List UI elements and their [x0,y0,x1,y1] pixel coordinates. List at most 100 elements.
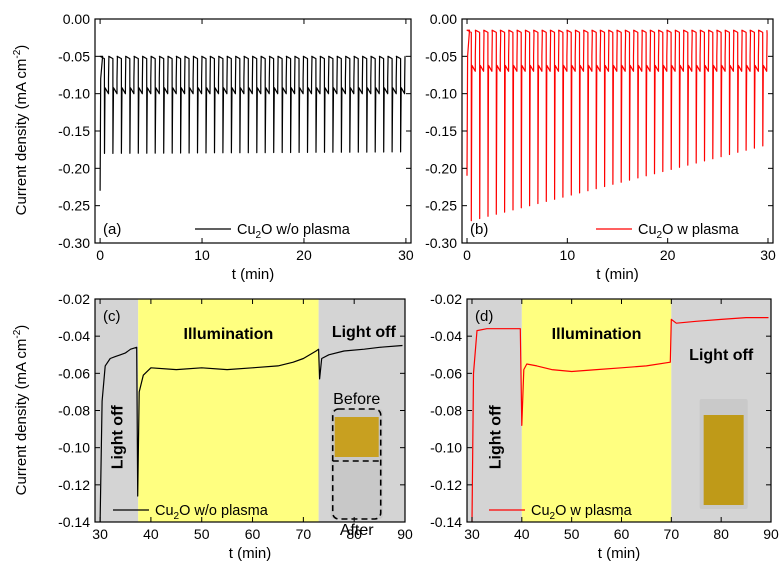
y-tick-label: -0.05 [58,48,90,64]
region-light [138,299,319,522]
legend-text-sub: 2 [256,230,262,241]
y-tick-label: -0.10 [430,440,462,456]
legend-text-pre: Cu [531,503,550,519]
y-tick-label: -0.10 [425,86,457,102]
y-tick-label: -0.30 [58,235,90,251]
x-tick-label: 80 [346,526,362,542]
y-tick-label: -0.02 [58,291,90,307]
panel-label: (c) [103,308,121,325]
x-tick-label: 60 [245,526,261,542]
legend-text: Cu2O w plasma [531,503,633,522]
region-label: Light off [487,405,504,470]
x-tick-label: 30 [760,247,776,263]
x-tick-label: 80 [713,526,729,542]
x-tick-label: 0 [463,247,471,263]
x-tick-label: 60 [614,526,630,542]
y-tick-label: -0.25 [58,198,90,214]
y-tick-label: -0.15 [425,123,457,139]
legend-text-sub: 2 [657,230,663,241]
y-tick-label: -0.08 [430,403,462,419]
y-tick-label: -0.04 [58,328,90,344]
y-axis-label: Current density (mA cm-2) [12,45,30,216]
region-label: Illumination [184,326,274,343]
region-label: Light off [332,324,397,341]
y-axis-label-sup: -2 [12,49,23,58]
x-tick-label: 30 [398,247,414,263]
region-label: Illumination [552,326,642,343]
y-tick-label: -0.12 [58,477,90,493]
y-tick-label: -0.08 [58,403,90,419]
y-axis-label: Current density (mA cm-2) [12,325,30,496]
y-tick-label: -0.05 [425,48,457,64]
dashed-frame [331,408,382,520]
plot-frame [94,18,412,244]
y-tick-label: 0.00 [63,11,90,27]
panel-label: (d) [475,308,493,325]
x-tick-label: 90 [763,526,779,542]
x-axis-label: t (min) [229,545,272,562]
y-tick-label: -0.14 [58,514,90,530]
y-tick-label: -0.02 [430,291,462,307]
x-tick-label: 30 [92,526,108,542]
series-line [99,55,406,191]
legend-text-post: O w plasma [555,503,632,519]
series-line [471,317,769,523]
legend-text-sub: 2 [550,511,556,522]
y-tick-label: -0.06 [430,365,462,381]
panel-d: Light off Illumination Light off 30 40 50 60 70… [430,291,779,562]
region-label: Light off [110,405,127,470]
panel-c: Light off Illumination Light off Before Afte… [58,291,413,562]
y-tick-label: -0.30 [425,235,457,251]
y-tick-label: -0.20 [425,160,457,176]
x-tick-label: 70 [296,526,312,542]
x-axis-label: t (min) [232,266,275,283]
y-tick-label: -0.20 [58,160,90,176]
y-axis-label-end: ) [13,45,30,50]
panel-a: 0 10 20 30 0.00 -0.05 -0.10 -0.15 -0.20 -0.25 -0.3… [58,11,414,283]
series-line [466,29,768,222]
y-axis-label-main: Current density (mA cm [13,59,30,216]
vial-coating [334,417,379,457]
panel-b: 0 10 20 30 0.00 -0.05 -0.10 -0.15 -0.20 -0.25 -0.3… [425,11,776,283]
legend-text: Cu2O w plasma [638,222,740,241]
x-tick-label: 50 [194,526,210,542]
x-tick-label: 40 [514,526,530,542]
x-tick-label: 70 [664,526,680,542]
x-tick-label: 50 [564,526,580,542]
y-tick-label: -0.12 [430,477,462,493]
y-tick-label: -0.10 [58,440,90,456]
x-tick-label: 0 [96,247,104,263]
region-light [521,299,672,522]
legend-text-pre: Cu [237,222,256,238]
x-tick-label: 10 [194,247,210,263]
annotation-before: Before [333,391,380,408]
series-line [99,344,403,523]
y-axis-label-sup: -2 [12,329,23,338]
y-tick-label: -0.14 [430,514,462,530]
vial-coating [703,415,744,505]
y-tick-label: -0.10 [58,86,90,102]
legend-text-pre: Cu [638,222,657,238]
legend-text-sub: 2 [174,511,180,522]
region-label: Light off [689,347,754,364]
y-tick-label: -0.04 [430,328,462,344]
legend-text: Cu2O w/o plasma [237,222,351,241]
x-tick-label: 30 [464,526,480,542]
y-tick-label: 0.00 [430,11,457,27]
y-axis-label-end: ) [13,325,30,330]
x-tick-label: 20 [660,247,676,263]
legend-text-post: O w/o plasma [261,222,351,238]
y-tick-label: -0.06 [58,365,90,381]
y-tick-label: -0.15 [58,123,90,139]
x-tick-label: 20 [296,247,312,263]
x-tick-label: 90 [397,526,413,542]
legend-text-post: O w plasma [662,222,739,238]
y-tick-label: -0.25 [425,198,457,214]
x-tick-label: 40 [143,526,159,542]
annotation-after: After [340,522,374,539]
legend-text-pre: Cu [155,503,174,519]
legend-text: Cu2O w/o plasma [155,503,269,522]
x-tick-label: 10 [560,247,576,263]
y-axis-label-main: Current density (mA cm [13,339,30,496]
